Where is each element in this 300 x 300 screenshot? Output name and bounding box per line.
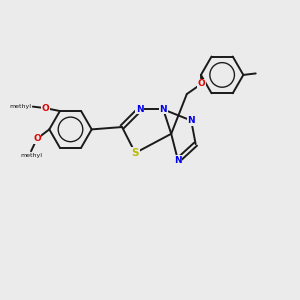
Text: O: O [198, 79, 206, 88]
Text: methyl: methyl [9, 104, 31, 109]
Text: N: N [136, 105, 143, 114]
Text: N: N [188, 116, 195, 125]
Text: O: O [33, 134, 41, 143]
Text: N: N [159, 105, 167, 114]
Text: S: S [131, 148, 139, 158]
Text: O: O [41, 103, 49, 112]
Text: methyl: methyl [20, 153, 42, 158]
Text: N: N [174, 156, 182, 165]
